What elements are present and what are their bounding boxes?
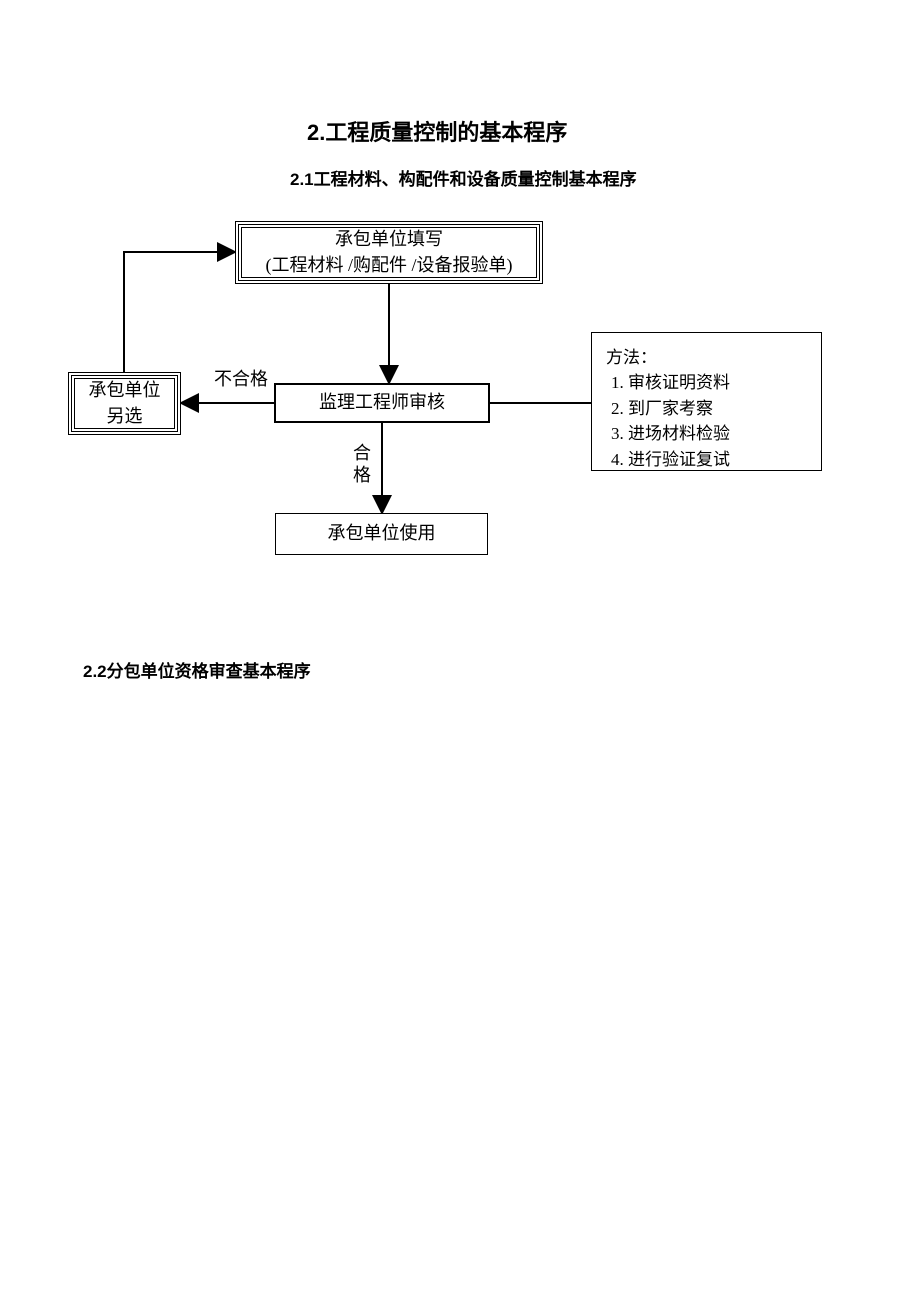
edge-label-pass: 合格 <box>348 443 374 487</box>
fail-text: 不合格 <box>214 369 268 389</box>
methods-title: 方法： <box>606 343 807 368</box>
node-n3-line1: 监理工程师审核 <box>319 390 445 415</box>
node-methods: 方法： 审核证明资料 到厂家考察 进场材料检验 进行验证复试 <box>591 332 822 471</box>
section-2-2-heading: 2.2分包单位资格审查基本程序 <box>83 657 311 682</box>
subtitle-text: 2.1工程材料、构配件和设备质量控制基本程序 <box>290 170 637 189</box>
methods-item-4: 进行验证复试 <box>628 447 807 473</box>
node-n1-line2: (工程材料 /购配件 /设备报验单) <box>266 253 513 278</box>
methods-list: 审核证明资料 到厂家考察 进场材料检验 进行验证复试 <box>606 370 807 472</box>
node-n2-line1: 承包单位 <box>89 378 161 403</box>
title-text: 2.工程质量控制的基本程序 <box>307 120 567 145</box>
methods-item-1: 审核证明资料 <box>628 370 807 396</box>
node-n2-line2: 另选 <box>107 404 143 429</box>
pass-text-2: 格 <box>351 465 371 487</box>
edge-label-fail: 不合格 <box>214 365 268 391</box>
node-supervisor-review: 监理工程师审核 <box>274 383 490 423</box>
node-n1-line1: 承包单位填写 <box>335 227 443 252</box>
node-contractor-use: 承包单位使用 <box>275 513 488 555</box>
section-2-1-heading: 2.1工程材料、构配件和设备质量控制基本程序 <box>290 165 637 190</box>
section2-text: 2.2分包单位资格审查基本程序 <box>83 662 311 681</box>
node-n4-line1: 承包单位使用 <box>328 521 436 546</box>
node-contractor-reselect: 承包单位 另选 <box>68 372 181 435</box>
pass-text-1: 合 <box>351 443 371 465</box>
methods-item-2: 到厂家考察 <box>628 396 807 422</box>
page-title: 2.工程质量控制的基本程序 <box>307 115 567 147</box>
methods-item-3: 进场材料检验 <box>628 421 807 447</box>
node-contractor-fill-form: 承包单位填写 (工程材料 /购配件 /设备报验单) <box>235 221 543 284</box>
